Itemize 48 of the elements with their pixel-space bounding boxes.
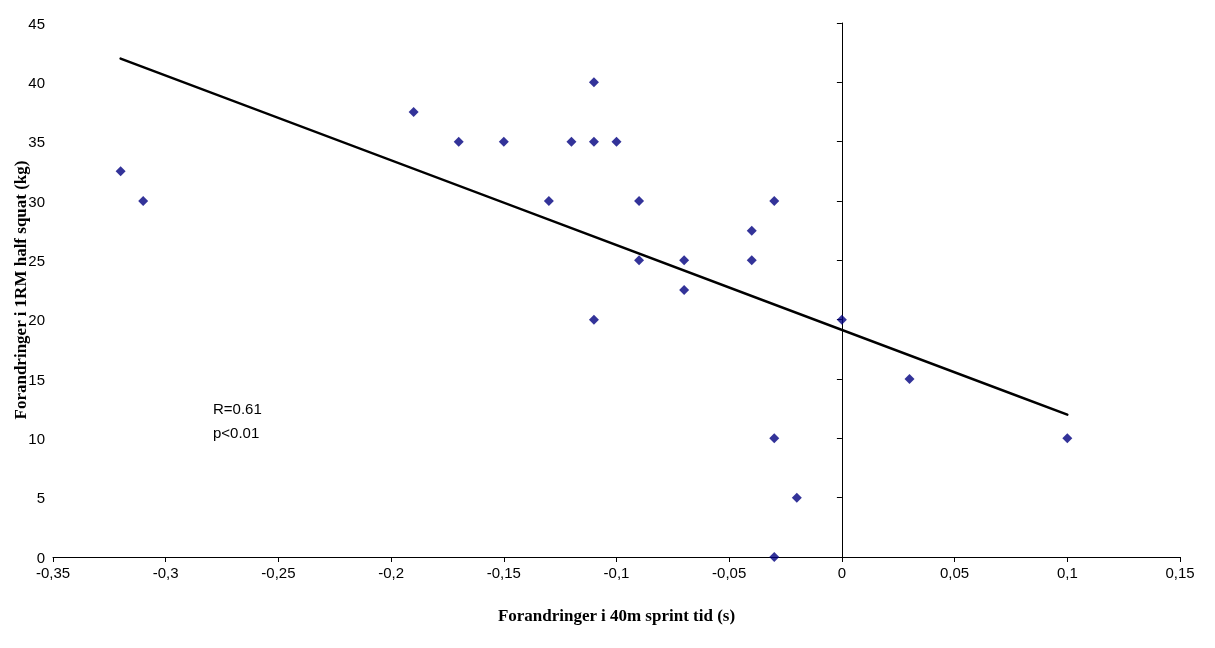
y-tick-label: 10 [28,429,45,447]
x-tick-label: -0,15 [486,564,521,581]
point [769,196,780,206]
point [904,374,915,384]
point [543,196,554,206]
x-tick-label: 0 [837,564,847,581]
point [634,196,645,206]
y-tick-label: 30 [28,192,45,210]
point [588,136,599,147]
point [746,255,757,266]
y-tick-label: 40 [28,73,45,91]
y-tick-label: 25 [28,251,45,269]
x-axis-title: Forandringer i 40m sprint tid (s) [497,606,736,625]
point [679,255,690,266]
point [769,433,780,444]
point [1062,433,1073,444]
point [588,314,599,325]
x-tick-label: -0,1 [603,564,630,581]
y-tick-label: 20 [28,311,45,329]
point [791,492,802,503]
x-tick-label: -0,35 [35,564,71,581]
point [588,77,599,88]
y-tick-label: 0 [36,548,45,566]
point [138,196,149,206]
y-tick-label: 5 [36,489,45,507]
x-tick-label: -0,2 [378,564,405,581]
y-tick-label: 15 [28,370,45,388]
point [746,225,757,236]
point [566,136,577,147]
x-tick-label: 0,15 [1165,564,1195,581]
x-tick-label: -0,25 [261,564,296,581]
point [836,314,847,325]
y-tick-label: 35 [28,133,45,151]
point [679,285,690,295]
point [115,166,126,177]
x-tick-label: -0,3 [152,564,179,581]
point [769,552,780,562]
point [634,255,645,266]
point [453,136,464,147]
y-tick-label: 45 [28,14,45,32]
y-axis-title: Forandringer i 1RM half squat (kg) [10,160,30,420]
x-tick-label: 0,05 [940,564,970,581]
point [408,107,419,117]
point [498,136,509,147]
point [611,136,622,147]
x-tick-label: -0,05 [712,564,747,581]
annotation: R=0.61 p<0.01 [213,399,262,441]
x-tick-label: 0,1 [1056,564,1078,581]
